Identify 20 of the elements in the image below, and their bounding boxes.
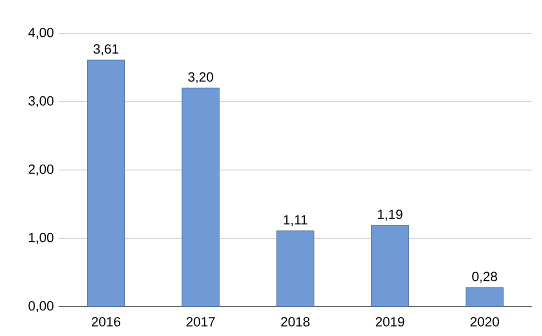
x-tick-label: 2018 [281, 317, 310, 327]
bar [466, 287, 504, 307]
y-tick-label: 2,00 [28, 164, 54, 176]
y-tick-label: 0,00 [28, 301, 54, 312]
y-tick-label: 4,00 [28, 28, 54, 39]
data-label: 1,19 [378, 210, 402, 221]
data-label: 0,28 [472, 272, 498, 283]
data-label: 3,61 [94, 44, 118, 56]
x-tick-label: 2017 [186, 317, 215, 327]
bar [371, 225, 409, 307]
y-tick-label: 1,00 [29, 232, 54, 244]
y-tick-label: 3,00 [28, 96, 54, 108]
bar [276, 230, 314, 307]
x-tick-label: 2020 [470, 317, 499, 327]
data-label: 3,20 [188, 72, 214, 84]
bar [182, 88, 220, 307]
bar [87, 60, 125, 307]
x-tick-label: 2019 [376, 317, 404, 327]
data-label: 1,11 [284, 215, 308, 226]
x-tick-label: 2016 [92, 317, 120, 327]
